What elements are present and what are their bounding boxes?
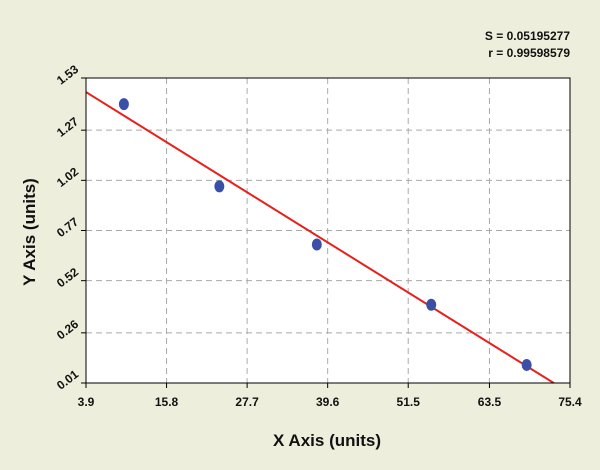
y-tick-label: 0.77	[54, 214, 81, 240]
tick-marks	[81, 77, 571, 388]
y-axis-label: Y Axis (units)	[20, 178, 39, 286]
y-tick-labels: 0.01 0.26 0.52 0.77 1.02 1.27 1.53	[54, 62, 81, 393]
r-statistic: r = 0.99598579	[488, 46, 570, 60]
y-tick-label: 0.52	[54, 265, 81, 291]
data-points	[118, 98, 532, 371]
data-point	[426, 298, 437, 311]
plot-border	[85, 77, 571, 384]
x-tick-label: 39.6	[316, 395, 340, 409]
x-tick-label: 15.8	[155, 395, 179, 409]
s-statistic: S = 0.05195277	[485, 29, 570, 43]
x-tick-labels: 3.9 15.8 27.7 39.6 51.5 63.5 75.4	[78, 395, 582, 409]
data-point	[118, 98, 129, 111]
x-axis-label: X Axis (units)	[273, 431, 381, 450]
x-tick-label: 75.4	[558, 395, 582, 409]
data-point	[521, 358, 532, 371]
grid-lines	[86, 78, 570, 383]
x-tick-label: 27.7	[235, 395, 259, 409]
fit-line	[85, 91, 555, 384]
data-point	[311, 238, 322, 251]
y-tick-label: 1.27	[54, 114, 81, 140]
x-tick-label: 51.5	[397, 395, 421, 409]
y-tick-label: 1.53	[54, 62, 81, 88]
y-tick-label: 0.01	[54, 367, 81, 393]
y-tick-label: 0.26	[54, 317, 81, 343]
y-tick-label: 1.02	[54, 164, 81, 190]
x-tick-label: 3.9	[78, 395, 95, 409]
data-point	[214, 180, 225, 193]
x-tick-label: 63.5	[478, 395, 502, 409]
